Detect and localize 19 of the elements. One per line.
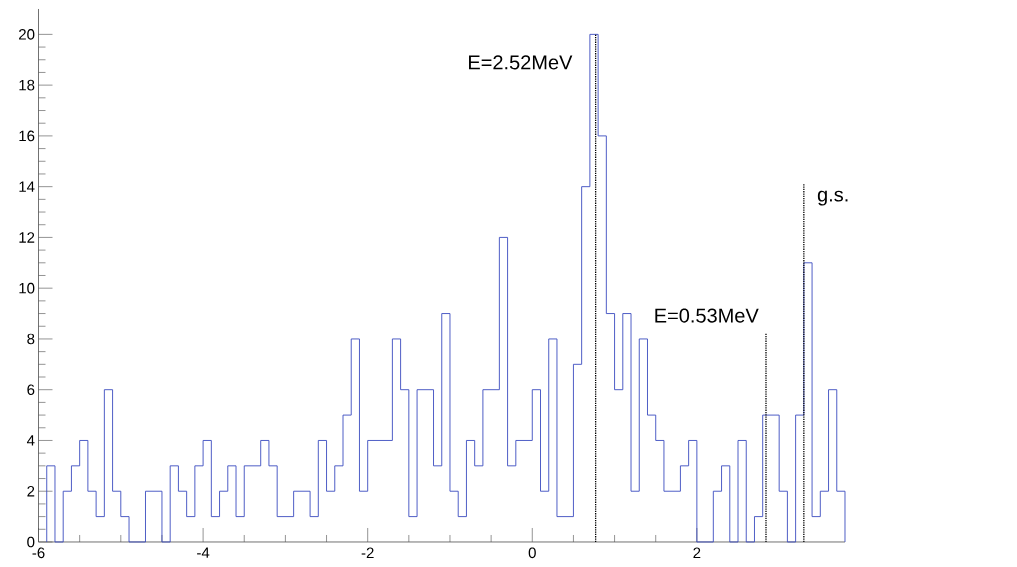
x-tick-label: 0 [528, 547, 536, 559]
annotation: E=2.52MeV [469, 55, 573, 70]
x-tick-label: -6 [32, 547, 45, 559]
y-tick-label: 6 [27, 384, 35, 396]
y-tick-label: 2 [27, 485, 35, 497]
x-tick-label: 2 [693, 547, 701, 558]
annotation: E=0.53MeV [655, 308, 759, 323]
y-tick-label: 8 [27, 333, 35, 345]
y-tick-label: 0 [27, 536, 35, 548]
annotation: g.s. [817, 190, 848, 206]
y-tick-label: 12 [19, 232, 35, 243]
y-tick-label: 14 [19, 181, 35, 192]
y-tick-label: 20 [19, 29, 35, 40]
x-tick-label: -4 [197, 547, 210, 558]
y-tick-label: 4 [26, 435, 35, 446]
y-tick-label: 18 [19, 79, 35, 91]
x-tick-label: -2 [361, 547, 374, 558]
y-tick-label: 16 [19, 130, 35, 142]
y-tick-label: 10 [19, 282, 35, 294]
